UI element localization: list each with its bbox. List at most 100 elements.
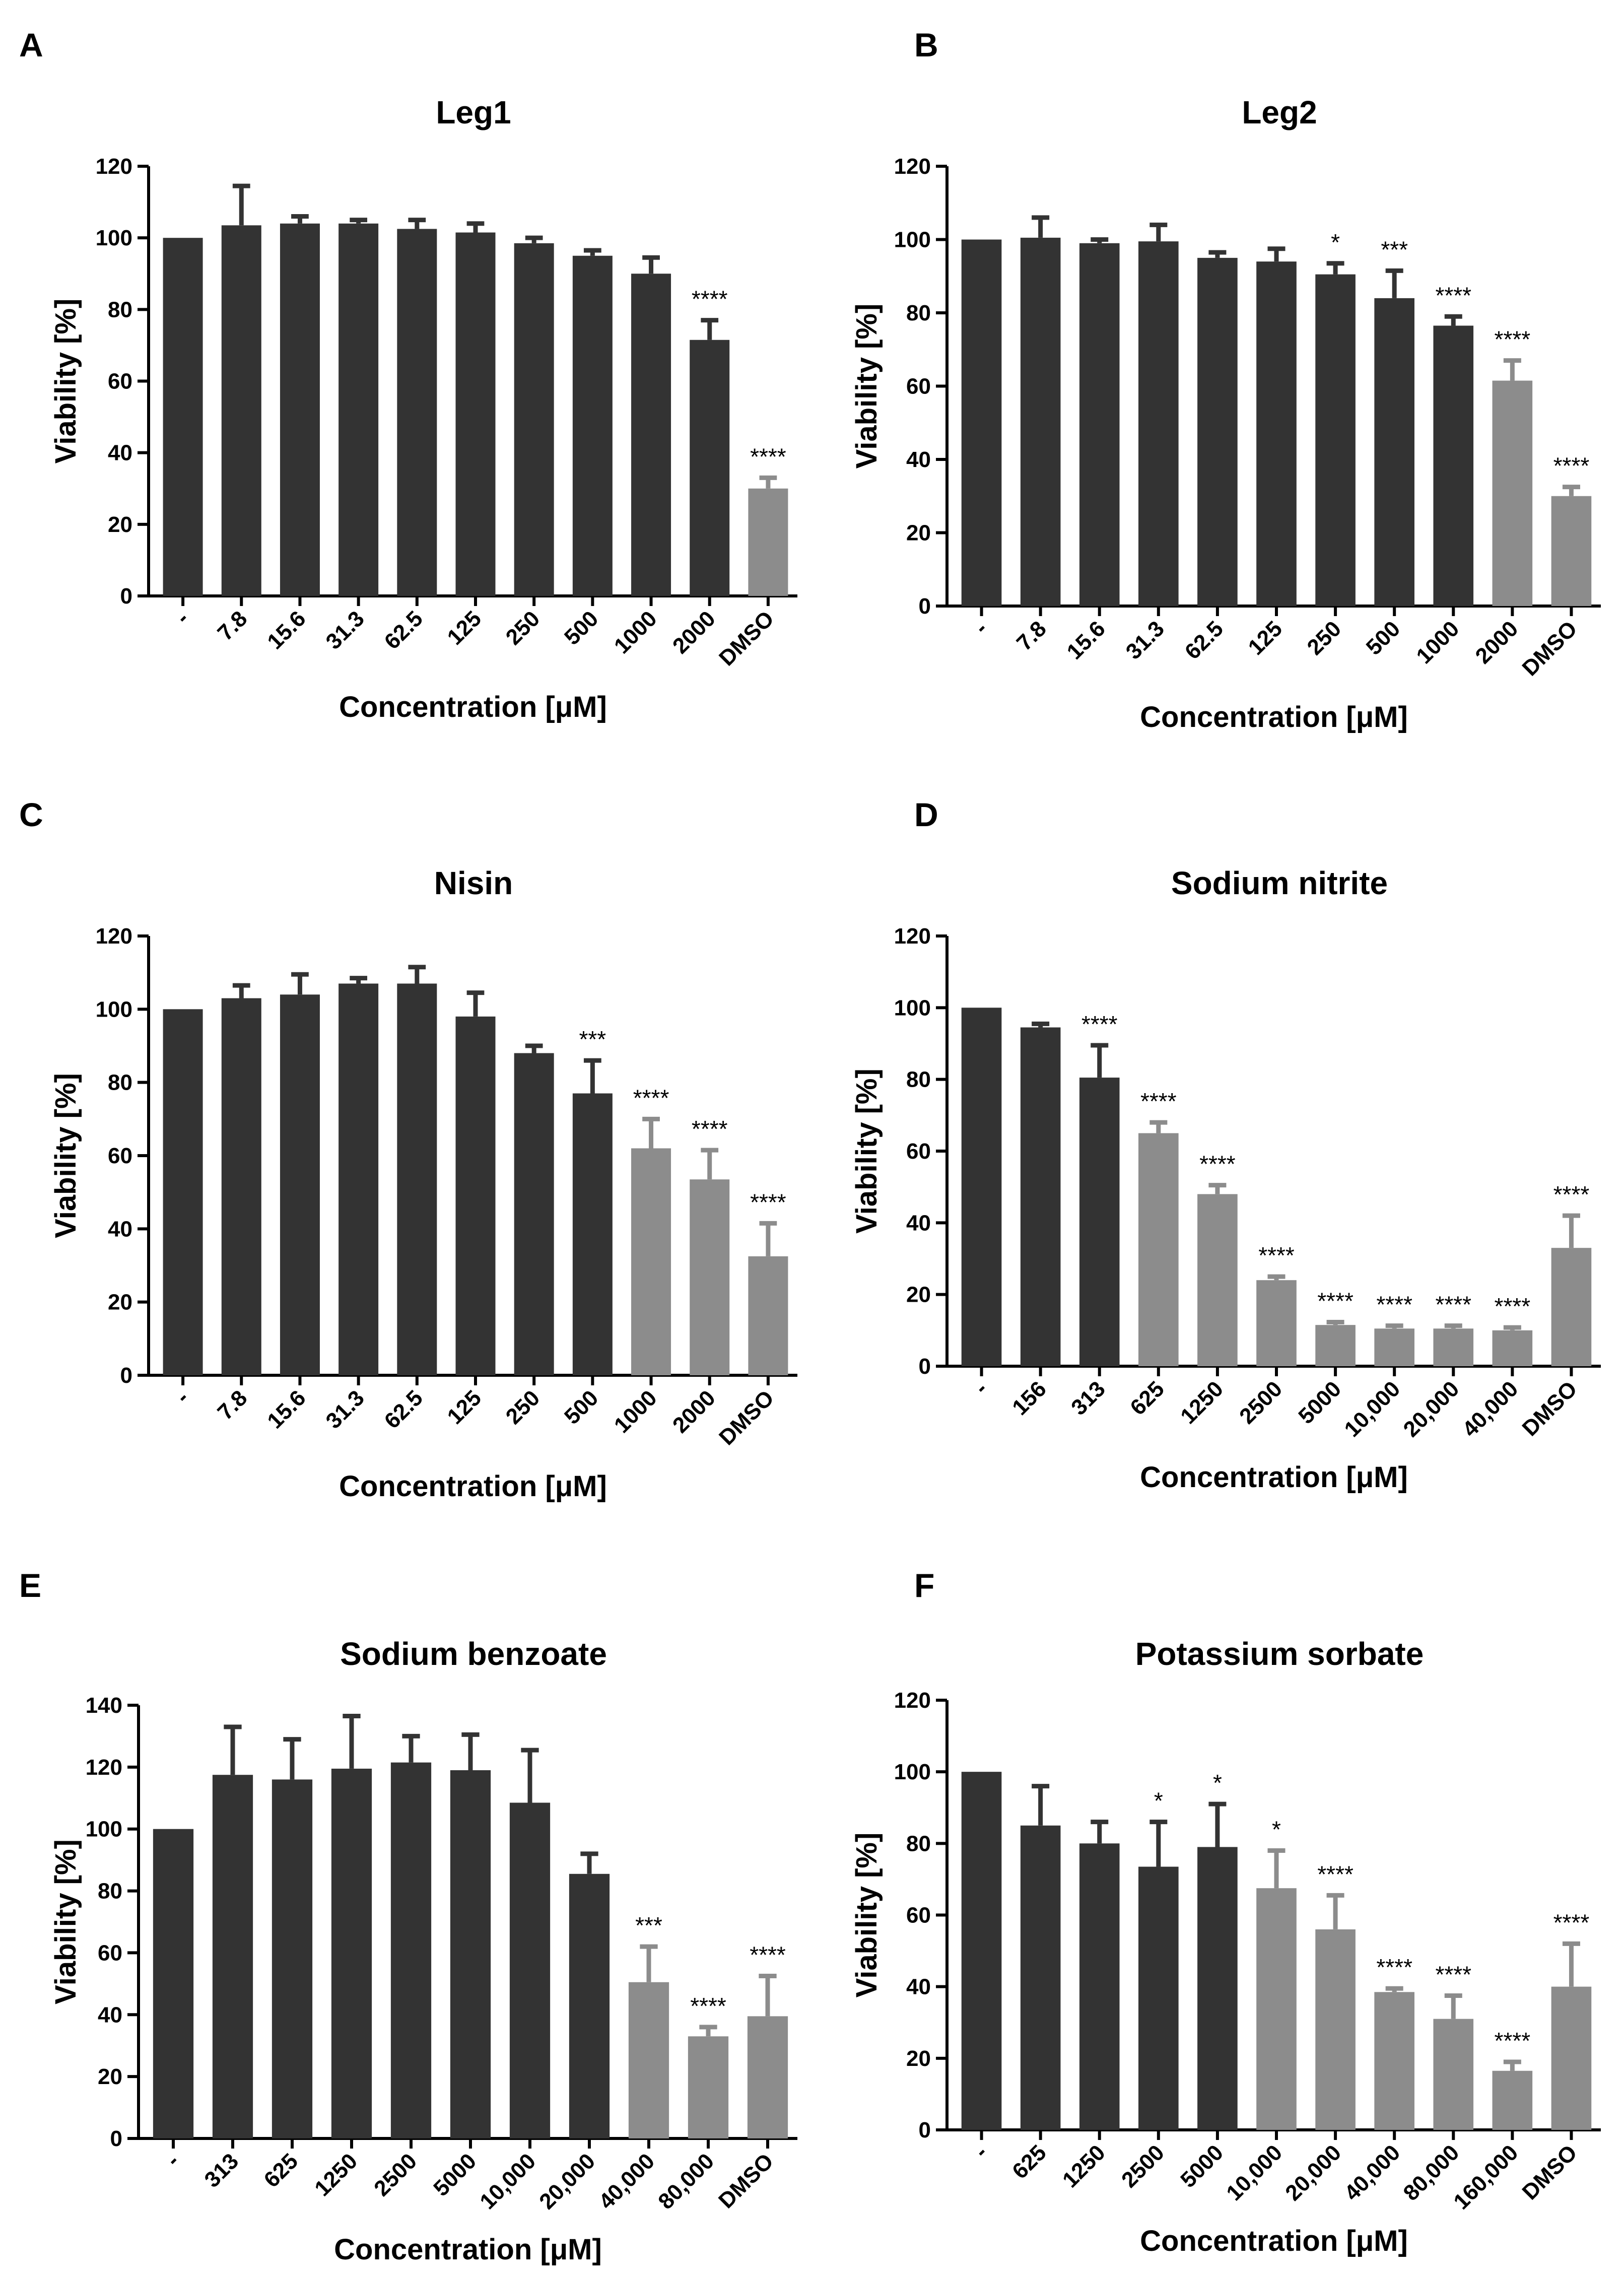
bar bbox=[628, 1982, 669, 2138]
x-tick-label: 250 bbox=[501, 606, 545, 650]
bar bbox=[572, 255, 613, 596]
bar bbox=[1315, 274, 1356, 606]
significance-label: * bbox=[1154, 1788, 1163, 1814]
y-tick-label: 100 bbox=[86, 1817, 122, 1842]
x-tick-label: 10,000 bbox=[1339, 1376, 1405, 1442]
bar bbox=[748, 1256, 788, 1375]
bar bbox=[280, 994, 320, 1375]
x-axis-title: Concentration [μM] bbox=[334, 2233, 602, 2266]
bar bbox=[397, 983, 437, 1375]
x-tick-label: 40,000 bbox=[1458, 1376, 1523, 1442]
bar bbox=[455, 232, 496, 596]
significance-label: * bbox=[1331, 229, 1340, 255]
y-tick-label: 80 bbox=[108, 297, 132, 322]
significance-label: **** bbox=[1376, 1954, 1412, 1980]
x-tick-label: 15.6 bbox=[262, 1385, 310, 1433]
chart-title: Leg1 bbox=[436, 94, 511, 130]
x-tick-label: 1000 bbox=[610, 1385, 662, 1438]
x-tick-label: - bbox=[970, 616, 992, 639]
y-axis-title: Viability [%] bbox=[49, 299, 82, 464]
x-tick-label: 313 bbox=[1066, 1376, 1110, 1420]
bar bbox=[1492, 2070, 1533, 2130]
x-tick-label: 31.3 bbox=[321, 606, 369, 654]
significance-label: **** bbox=[1553, 1181, 1590, 1208]
bar bbox=[509, 1802, 551, 2138]
panel-label: C bbox=[19, 796, 43, 833]
x-axis-title: Concentration [μM] bbox=[339, 1470, 607, 1503]
x-tick-label: 2500 bbox=[369, 2149, 422, 2201]
y-tick-label: 120 bbox=[86, 1755, 122, 1780]
bar bbox=[1492, 1330, 1533, 1366]
y-tick-label: 20 bbox=[906, 521, 931, 546]
x-tick-label: DMSO bbox=[1518, 616, 1582, 681]
y-tick-label: 60 bbox=[906, 1903, 931, 1928]
bar bbox=[1551, 1986, 1592, 2130]
x-tick-label: 125 bbox=[443, 606, 487, 650]
bar bbox=[1315, 1929, 1356, 2130]
x-tick-label: 20,000 bbox=[1399, 1376, 1464, 1442]
significance-label: **** bbox=[1317, 1288, 1354, 1314]
bar bbox=[221, 225, 261, 596]
significance-label: **** bbox=[1495, 2028, 1531, 2054]
bar bbox=[1374, 298, 1414, 606]
y-tick-label: 100 bbox=[96, 226, 132, 250]
x-tick-label: 62.5 bbox=[380, 1385, 428, 1433]
x-tick-label: 7.8 bbox=[213, 1385, 252, 1425]
bar bbox=[163, 1009, 203, 1375]
panel-label: B bbox=[914, 26, 938, 63]
x-tick-label: - bbox=[171, 1385, 193, 1408]
bar bbox=[1433, 1328, 1474, 1366]
x-tick-label: 62.5 bbox=[380, 606, 428, 654]
x-axis-title: Concentration [μM] bbox=[339, 691, 607, 723]
bar bbox=[961, 239, 1002, 606]
bar bbox=[331, 1768, 372, 2138]
chart-title: Potassium sorbate bbox=[1135, 1636, 1424, 1672]
significance-label: **** bbox=[750, 443, 786, 470]
panel-label: F bbox=[914, 1567, 934, 1604]
x-tick-label: 2500 bbox=[1235, 1376, 1287, 1429]
bar bbox=[1433, 325, 1474, 606]
bar bbox=[163, 238, 203, 596]
chart-title: Leg2 bbox=[1242, 94, 1317, 130]
significance-label: **** bbox=[633, 1085, 669, 1111]
bar bbox=[1197, 1194, 1238, 1366]
bar bbox=[450, 1770, 491, 2138]
y-tick-label: 80 bbox=[906, 1067, 931, 1092]
panel-label: D bbox=[914, 796, 938, 833]
y-tick-label: 60 bbox=[906, 374, 931, 399]
y-tick-label: 0 bbox=[919, 594, 931, 619]
bar bbox=[1551, 496, 1592, 606]
y-tick-label: 100 bbox=[894, 995, 931, 1020]
significance-label: **** bbox=[692, 286, 728, 312]
y-tick-label: 80 bbox=[108, 1070, 132, 1095]
x-tick-label: 5000 bbox=[429, 2149, 481, 2201]
x-tick-label: 7.8 bbox=[213, 606, 252, 645]
bar bbox=[272, 1779, 313, 2138]
bar bbox=[961, 1008, 1002, 1366]
x-tick-label: - bbox=[970, 2140, 992, 2163]
y-tick-label: 100 bbox=[96, 997, 132, 1022]
y-tick-label: 20 bbox=[108, 512, 132, 537]
x-tick-label: 62.5 bbox=[1180, 616, 1228, 664]
x-tick-label: 125 bbox=[1244, 616, 1288, 660]
significance-label: **** bbox=[1258, 1242, 1295, 1268]
significance-label: **** bbox=[1081, 1011, 1118, 1037]
y-tick-label: 120 bbox=[894, 1688, 931, 1713]
bar bbox=[1374, 1992, 1414, 2130]
x-tick-label: 250 bbox=[1303, 616, 1346, 660]
bar bbox=[690, 1179, 730, 1375]
x-tick-label: 625 bbox=[259, 2149, 303, 2192]
x-tick-label: 500 bbox=[560, 606, 603, 650]
significance-label: * bbox=[1272, 1817, 1281, 1843]
y-tick-label: 120 bbox=[894, 154, 931, 179]
bar bbox=[1138, 1866, 1179, 2130]
y-tick-label: 0 bbox=[120, 584, 132, 609]
chart-panel-e: E Sodium benzoate 0 20 40 60 80 100 120 140 Viabil… bbox=[19, 1567, 797, 2266]
bar bbox=[1020, 237, 1061, 606]
bar bbox=[339, 983, 379, 1375]
x-tick-label: 20,000 bbox=[1280, 2140, 1346, 2205]
significance-label: *** bbox=[635, 1912, 662, 1938]
y-tick-label: 20 bbox=[108, 1290, 132, 1315]
x-tick-label: 500 bbox=[1362, 616, 1405, 660]
bar bbox=[1079, 1843, 1120, 2130]
